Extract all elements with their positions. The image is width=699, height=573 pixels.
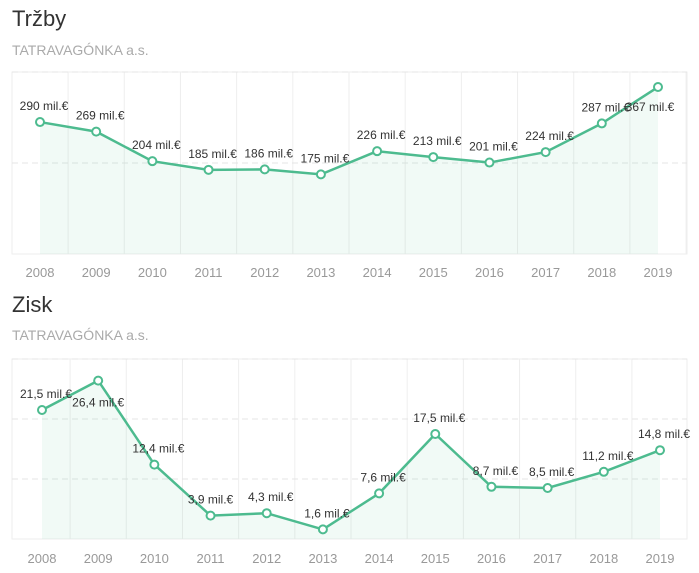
data-label: 3,9 mil.€ [188,493,234,507]
data-label: 287 mil.€ [581,100,630,114]
data-point [35,117,45,128]
data-point [317,524,328,535]
x-tick-label: 2013 [306,265,335,280]
data-point [430,429,441,439]
x-tick-label: 2010 [140,551,169,566]
x-tick-label: 2014 [363,265,392,280]
chart-title-zisk: Zisk [12,292,53,317]
chart-subtitle-trzby: TATRAVAGÓNKA a.s. [12,42,149,58]
x-tick-label: 2011 [195,265,223,280]
data-point [91,126,102,137]
x-tick-label: 2018 [587,265,616,280]
data-label: 204 mil.€ [132,138,181,152]
x-tick-label: 2009 [82,265,111,280]
data-label: 8,5 mil.€ [529,465,575,479]
x-tick-label: 2009 [84,551,113,566]
x-tick-label: 2011 [197,551,225,566]
data-point [205,510,216,521]
x-tick-label: 2017 [531,265,560,280]
data-label: 367 mil.€ [626,100,675,114]
x-tick-label: 2016 [475,265,504,280]
data-label: 213 mil.€ [413,134,462,148]
data-label: 201 mil.€ [469,140,518,154]
series-line [41,378,661,531]
data-point [598,466,609,477]
data-label: 7,6 mil.€ [360,470,406,484]
plot-area [11,358,688,540]
data-point [261,508,272,519]
x-tick-label: 2018 [589,551,618,566]
data-label: 186 mil.€ [244,146,293,160]
data-point [315,169,326,180]
data-label: 1,6 mil.€ [304,506,350,520]
data-label: 11,2 mil.€ [582,449,633,463]
data-label: 21,5 mil.€ [20,387,72,401]
data-label: 26,4 mil.€ [72,396,124,410]
x-tick-label: 2015 [421,551,450,566]
x-tick-label: 2014 [365,551,394,566]
data-label: 175 mil.€ [301,151,350,165]
data-point [653,82,663,93]
x-tick-label: 2019 [644,265,673,280]
area-fill [40,87,658,254]
area-fill [42,380,660,539]
data-point [93,375,104,386]
data-label: 8,7 mil.€ [473,464,519,478]
x-tick-label: 2008 [26,265,55,280]
data-point [540,147,551,158]
data-label: 185 mil.€ [188,147,237,161]
data-label: 226 mil.€ [357,128,406,142]
data-point [486,481,497,492]
data-point [428,152,439,163]
data-point [596,118,607,129]
series-line [39,85,659,176]
x-tick-label: 2012 [252,551,281,566]
data-point [484,157,495,168]
data-point [147,156,158,167]
data-label: 14,8 mil.€ [638,427,690,441]
x-tick-label: 2008 [28,551,57,566]
x-tick-label: 2015 [419,265,448,280]
x-tick-label: 2016 [477,551,506,566]
x-tick-label: 2017 [533,551,562,566]
data-point [203,164,214,175]
x-tick-label: 2010 [138,265,167,280]
data-point [149,459,160,470]
data-point [374,488,385,499]
data-point [655,445,665,456]
data-point [37,405,47,415]
data-label: 269 mil.€ [76,109,125,123]
x-tick-label: 2013 [308,551,337,566]
x-tick-label: 2012 [250,265,279,280]
chart-title-trzby: Tržby [12,6,67,31]
x-tick-label: 2019 [646,551,675,566]
data-label: 17,5 mil.€ [413,411,465,425]
data-label: 290 mil.€ [20,99,69,113]
data-label: 4,3 mil.€ [248,490,294,504]
data-label: 12,4 mil.€ [132,442,184,456]
data-label: 224 mil.€ [525,129,574,143]
data-point [542,483,553,493]
data-point [259,164,270,175]
data-point [372,146,383,157]
chart-subtitle-zisk: TATRAVAGÓNKA a.s. [12,327,149,343]
